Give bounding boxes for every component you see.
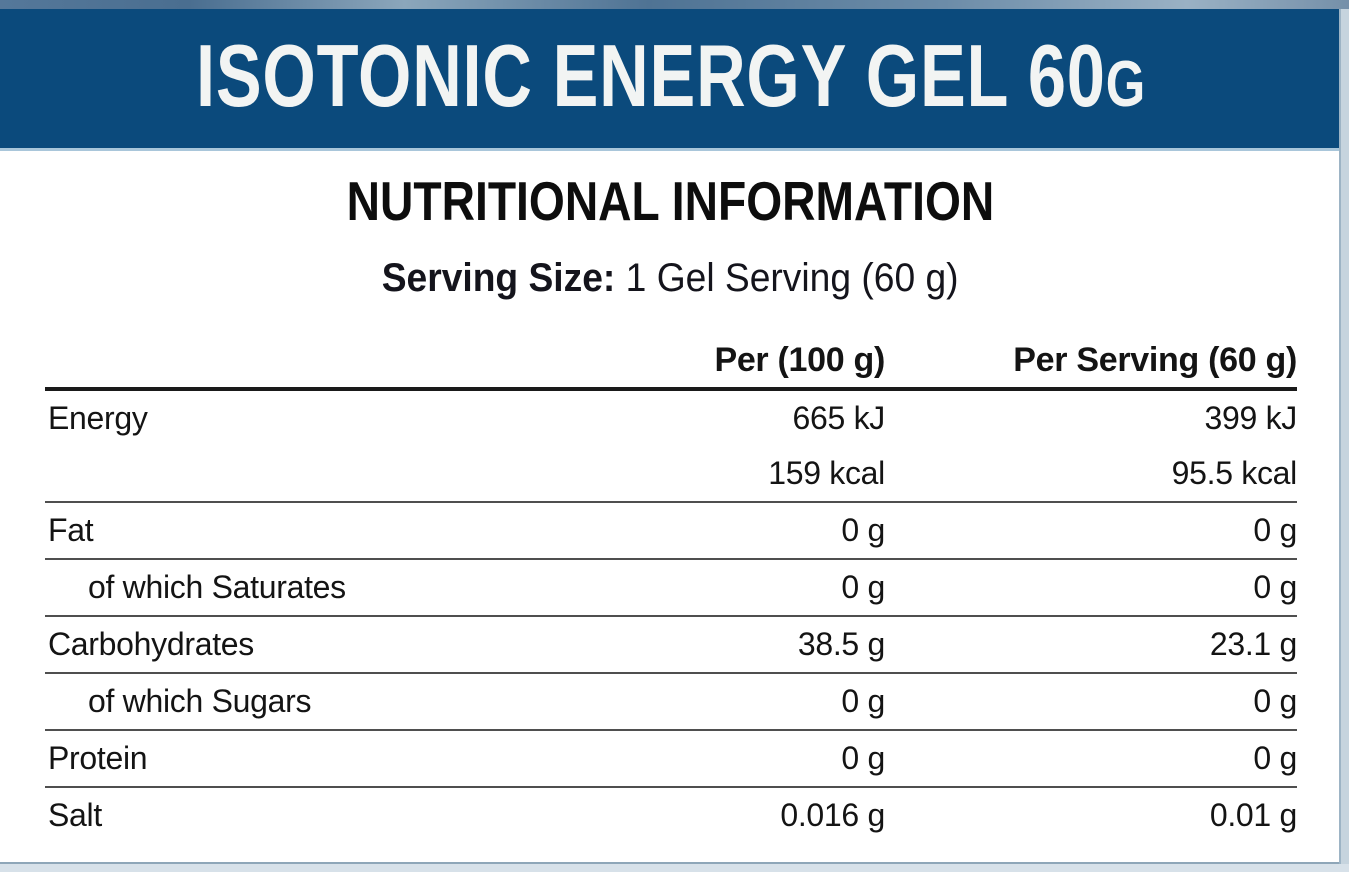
per-100g-value: 38.5 g <box>797 626 885 662</box>
nutrient-label: Carbohydrates <box>48 626 254 662</box>
table-row: Carbohydrates 38.5 g 23.1 g <box>45 615 1297 672</box>
table-row: Salt 0.016 g 0.01 g <box>45 786 1297 843</box>
per-serving-value: 0 g <box>1253 740 1297 776</box>
nutritional-information-heading: NUTRITIONAL INFORMATION <box>346 170 995 232</box>
per-100g-value: 0 g <box>841 569 885 605</box>
packaging-edge-top <box>0 0 1349 9</box>
nutrient-label: Salt <box>48 797 102 833</box>
table-row: Fat 0 g 0 g <box>45 501 1297 558</box>
table-header-row: Per (100 g) Per Serving (60 g) <box>45 335 1297 391</box>
per-100g-value: 0 g <box>841 683 885 719</box>
per-100g-value: 0.016 g <box>780 797 885 833</box>
per-100g-value: 0 g <box>841 512 885 548</box>
product-title-text: ISOTONIC ENERGY GEL 60 <box>195 25 1106 125</box>
nutrition-table: Per (100 g) Per Serving (60 g) Energy 66… <box>45 335 1297 843</box>
per-serving-value: 95.5 kcal <box>1171 455 1298 491</box>
table-row: of which Sugars 0 g 0 g <box>45 672 1297 729</box>
per-serving-value: 23.1 g <box>1209 626 1297 662</box>
col-header-per-serving: Per Serving (60 g) <box>1013 341 1297 379</box>
col-header-nutrient <box>45 380 545 387</box>
nutrient-label: Fat <box>48 512 94 548</box>
per-serving-value: 0.01 g <box>1209 797 1297 833</box>
table-row: 159 kcal 95.5 kcal <box>45 446 1297 501</box>
product-banner: ISOTONIC ENERGY GEL 60G <box>0 9 1341 151</box>
per-100g-value: 665 kJ <box>792 400 886 436</box>
packaging-edge-bottom <box>0 862 1349 872</box>
per-serving-value: 0 g <box>1253 683 1297 719</box>
table-row: of which Saturates 0 g 0 g <box>45 558 1297 615</box>
nutrient-label: Energy <box>48 400 148 436</box>
label-content: NUTRITIONAL INFORMATION Serving Size: 1 … <box>0 151 1341 843</box>
serving-size-line: Serving Size: 1 Gel Serving (60 g) <box>0 255 1341 301</box>
per-100g-value: 159 kcal <box>768 455 885 491</box>
serving-size-value: 1 Gel Serving (60 g) <box>626 256 959 300</box>
col-header-per-100g: Per (100 g) <box>714 341 885 379</box>
nutrient-label: Protein <box>48 740 148 776</box>
per-100g-value: 0 g <box>841 740 885 776</box>
nutrient-label: of which Sugars <box>88 683 312 719</box>
packaging-edge-right <box>1339 9 1349 864</box>
per-serving-value: 0 g <box>1253 512 1297 548</box>
nutrient-label: of which Saturates <box>88 569 346 605</box>
product-title: ISOTONIC ENERGY GEL 60G <box>195 31 1146 126</box>
table-row: Energy 665 kJ 399 kJ <box>45 391 1297 446</box>
product-title-unit: G <box>1105 46 1146 120</box>
per-serving-value: 0 g <box>1253 569 1297 605</box>
serving-size-label: Serving Size: <box>382 256 616 300</box>
table-row: Protein 0 g 0 g <box>45 729 1297 786</box>
per-serving-value: 399 kJ <box>1204 400 1298 436</box>
